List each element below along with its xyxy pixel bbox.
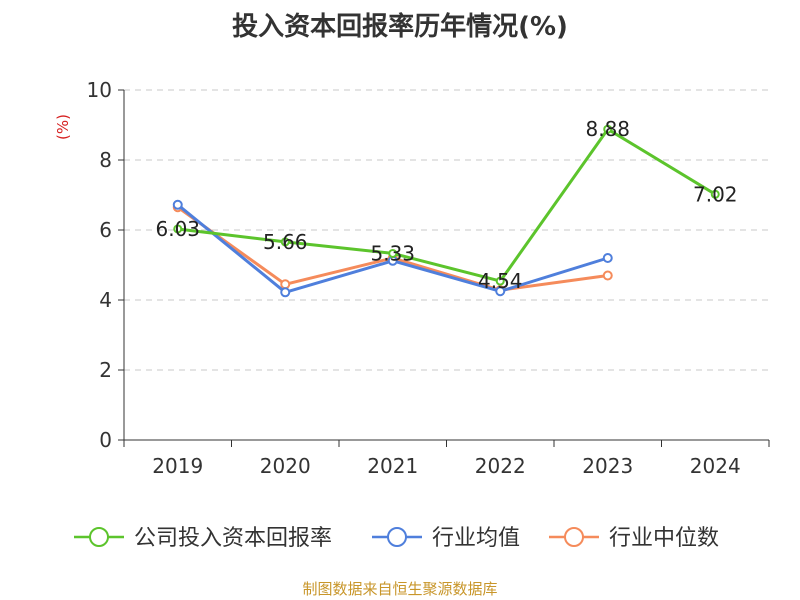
source-note: 制图数据来自恒生聚源数据库: [302, 580, 498, 598]
x-tick-label: 2024: [690, 454, 741, 478]
data-point-series-1-2019: [172, 199, 183, 210]
y-tick-label: 6: [99, 218, 112, 242]
data-point-series-0-2020: [280, 237, 290, 247]
data-point-series-2-2023: [602, 270, 613, 281]
data-point-series-0-2019: [173, 224, 183, 234]
data-point-series-1-2020: [280, 287, 291, 298]
y-tick-label: 2: [99, 358, 112, 382]
x-tick-label: 2021: [367, 454, 418, 478]
y-tick-label: 8: [99, 148, 112, 172]
legend-label: 公司投入资本回报率: [134, 526, 332, 551]
x-tick-label: 2020: [260, 454, 311, 478]
data-label: 7.02: [693, 182, 738, 206]
legend-item-1[interactable]: 行业均值: [372, 526, 520, 551]
legend-swatch-marker: [89, 527, 109, 547]
series: [172, 124, 720, 298]
y-tick-label: 10: [87, 78, 112, 102]
data-label: 5.33: [370, 241, 415, 265]
x-tick-label: 2023: [582, 454, 633, 478]
data-point-series-1-2023: [602, 253, 613, 263]
legend-item-0[interactable]: 公司投入资本回报率: [74, 526, 332, 551]
chart-title: 投入资本回报率历年情况(%): [232, 12, 568, 42]
legend-swatch-marker: [564, 527, 584, 547]
data-point-series-0-2022: [495, 276, 505, 286]
x-tick-label: 2019: [152, 454, 203, 478]
data-label: 8.88: [585, 117, 630, 141]
y-tick-label: 4: [99, 288, 112, 312]
axes: 0 2 4 6 8 10 2019 2020 2021 2022 2023 2024: [87, 78, 770, 478]
data-point-series-1-2022: [495, 286, 506, 297]
y-tick-label: 0: [99, 428, 112, 452]
data-labels: 6.03 5.66 5.33 4.54 8.88 7.02: [155, 117, 737, 293]
y-axis-label: (%): [54, 114, 72, 140]
legend-item-2[interactable]: 行业中位数: [549, 526, 719, 551]
legend[interactable]: 公司投入资本回报率 行业均值 行业中位数: [74, 526, 719, 551]
data-point-series-2-2020: [280, 279, 291, 290]
legend-label: 行业均值: [432, 526, 520, 551]
series-line-0: [177, 127, 717, 283]
data-point-series-0-2021: [388, 248, 398, 258]
data-label: 6.03: [155, 217, 200, 241]
data-label: 5.66: [263, 230, 308, 254]
legend-label: 行业中位数: [609, 526, 719, 551]
legend-swatch-marker: [387, 527, 407, 547]
x-tick-label: 2022: [475, 454, 526, 478]
gridlines: [124, 89, 769, 371]
data-point-series-0-2024: [710, 189, 720, 199]
data-label: 4.54: [478, 269, 523, 293]
data-point-series-0-2023: [603, 124, 613, 134]
